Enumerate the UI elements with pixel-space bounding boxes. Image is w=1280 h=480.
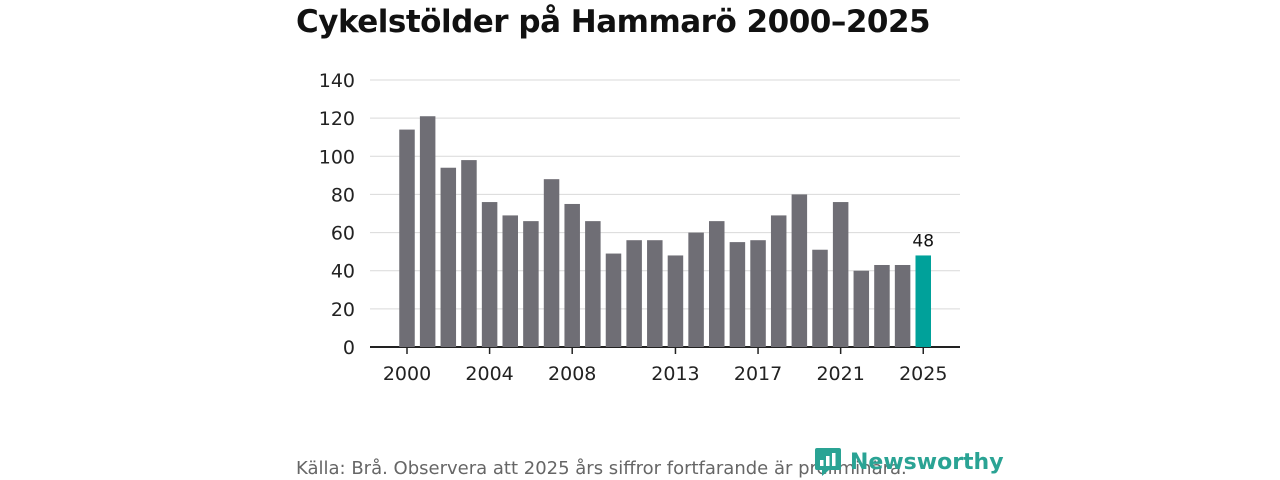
bar-2016 <box>729 242 746 347</box>
bar-2021 <box>832 202 849 347</box>
y-tick-label: 60 <box>331 223 355 245</box>
bar-2003 <box>461 160 477 347</box>
bar-2004 <box>481 202 498 347</box>
bar-2014 <box>688 232 704 347</box>
bar-2015 <box>709 221 725 347</box>
brand-name: Newsworthy <box>850 449 1004 475</box>
bar-2001 <box>419 116 436 347</box>
bar-2024 <box>894 264 911 347</box>
bar-2020 <box>812 249 828 347</box>
bar-2009 <box>585 221 601 347</box>
x-tick-label: 2021 <box>816 363 864 385</box>
x-axis-ticks: 2000 2004 2008 2013 2017 2021 2025 <box>383 347 947 385</box>
brand-logo: Newsworthy <box>814 446 1004 478</box>
newsworthy-logo-icon <box>815 448 841 476</box>
chart-title: Cykelstölder på Hammarö 2000–2025 <box>296 4 931 40</box>
bar-2012 <box>647 240 663 347</box>
y-tick-label: 140 <box>319 70 355 92</box>
x-tick-label: 2025 <box>899 363 947 385</box>
x-tick-label: 2000 <box>383 363 431 385</box>
bar-2006 <box>523 221 539 347</box>
bar-2002 <box>440 167 457 347</box>
y-tick-label: 40 <box>331 261 355 283</box>
bar-2025 <box>915 255 931 347</box>
bar-2017 <box>750 240 766 347</box>
y-tick-label: 80 <box>331 184 355 206</box>
x-tick-label: 2008 <box>548 363 596 385</box>
source-note: Källa: Brå. Observera att 2025 års siffr… <box>296 458 907 479</box>
y-tick-label: 100 <box>319 146 355 168</box>
x-tick-label: 2004 <box>465 363 513 385</box>
bar-2008 <box>564 203 580 347</box>
x-tick-label: 2013 <box>651 363 699 385</box>
bar-2000 <box>399 129 415 347</box>
data-labels: 48 <box>912 231 934 251</box>
bar-2023 <box>874 264 890 347</box>
bar-2010 <box>605 253 622 347</box>
data-label-highlight: 48 <box>912 231 934 251</box>
y-tick-label: 120 <box>319 108 355 130</box>
bars <box>399 116 931 347</box>
gridlines <box>370 79 960 348</box>
y-tick-label: 20 <box>331 299 355 321</box>
bar-2022 <box>853 270 870 347</box>
bar-2013 <box>667 255 684 347</box>
y-axis-ticks: 0 20 40 60 80 100 120 140 <box>319 70 355 359</box>
y-tick-label: 0 <box>343 337 355 359</box>
bar-2005 <box>502 215 518 347</box>
bar-2011 <box>626 240 642 347</box>
bar-2007 <box>543 179 560 347</box>
bar-2018 <box>770 215 787 347</box>
bar-2019 <box>791 194 808 347</box>
x-tick-label: 2017 <box>734 363 782 385</box>
